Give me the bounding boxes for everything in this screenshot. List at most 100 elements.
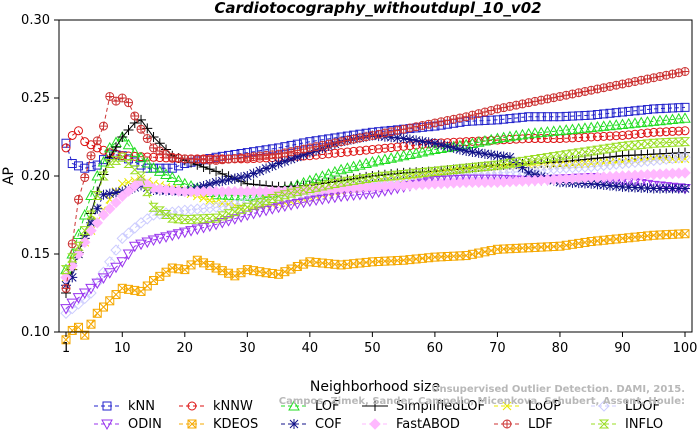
data-point [560,124,573,135]
data-point [380,143,390,153]
data-point [635,155,647,168]
data-point [661,183,672,194]
data-point [216,217,229,229]
data-point [86,151,96,161]
data-point [267,161,278,172]
data-point [60,265,72,275]
data-point [60,304,72,315]
data-point [291,198,304,210]
data-point [467,146,478,157]
data-point [242,202,253,212]
data-point [217,211,228,221]
data-point [660,153,672,165]
data-point [98,189,109,200]
data-point [229,173,240,184]
data-point [680,229,690,239]
data-point [349,146,359,156]
series-line [65,71,686,289]
legend-marker [289,419,299,429]
data-point [455,113,465,123]
data-point [242,171,253,181]
data-point [129,165,140,175]
legend-item: SimplifiedLOF [362,399,485,414]
legend-label: LDF [528,417,553,432]
data-point [285,188,297,198]
data-point [623,157,635,169]
data-point [504,130,516,142]
data-point [198,214,209,224]
data-point [72,248,85,260]
data-point [110,196,122,209]
data-point [611,108,621,118]
data-point [222,189,235,200]
data-point [679,151,691,163]
data-point [617,141,628,151]
data-point [274,269,284,279]
data-point [260,205,272,217]
data-point [549,112,559,122]
data-point [667,126,677,136]
data-point [104,256,116,268]
series-line [65,158,685,278]
data-point [435,142,448,154]
data-point [74,161,84,171]
data-point [116,190,128,202]
data-point [160,232,172,243]
data-point [92,160,102,170]
data-point [566,123,579,135]
data-point [680,126,690,136]
data-point [74,194,84,204]
data-point [147,162,160,173]
data-point [367,144,377,154]
data-point [142,134,152,144]
data-point [217,266,227,276]
data-point [616,118,629,130]
data-point [624,130,634,140]
data-point [498,159,509,169]
data-point [217,175,228,186]
data-point [173,214,184,224]
data-point [554,162,566,174]
data-point [85,283,97,295]
data-point [104,203,116,215]
legend-label: KDEOS [213,417,258,432]
data-point [86,162,96,172]
data-point [67,239,77,249]
data-point [204,202,216,214]
data-point [392,170,403,180]
data-point [67,253,78,263]
data-point [654,154,666,166]
legend-marker [598,400,610,412]
data-point [141,237,154,249]
data-point [611,181,622,192]
data-point [655,127,665,137]
data-point [210,213,222,223]
data-point [549,134,559,144]
data-point [142,187,153,197]
data-point [580,86,590,96]
data-point [647,115,660,126]
data-point [98,171,109,181]
data-point [580,132,590,142]
data-point [480,107,490,117]
watermark: Unsupervised Outlier Detection. DAMI, 20… [279,384,685,407]
data-point [273,158,284,169]
data-point [567,149,578,159]
data-point [79,236,91,249]
data-point [604,119,616,131]
data-point [80,173,90,183]
data-point [199,193,208,203]
data-point [423,167,434,177]
data-point [636,129,646,139]
data-point [124,151,134,161]
data-point [85,224,97,237]
data-point [386,143,396,153]
data-point [128,146,141,158]
data-point [260,196,272,206]
data-point [635,116,648,128]
data-point [674,103,684,113]
data-point [661,138,672,148]
x-tick-label: 90 [614,341,631,356]
data-point [86,319,96,329]
